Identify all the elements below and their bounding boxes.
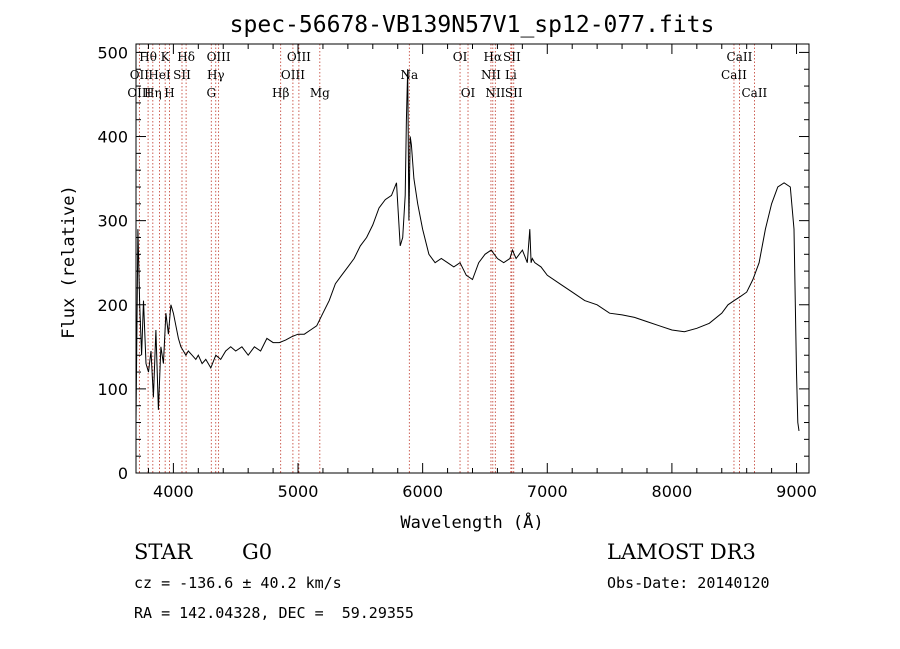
- redshift-velocity: cz = -136.6 ± 40.2 km/s: [134, 574, 342, 592]
- line-label: SII: [503, 50, 521, 64]
- line-label: Hη: [144, 86, 162, 100]
- line-label: OIII: [281, 68, 305, 82]
- x-tick-label: 8000: [652, 482, 693, 501]
- line-label: Hα: [484, 50, 503, 64]
- survey-name: LAMOST DR3: [607, 540, 756, 564]
- chart-title: spec-56678-VB139N57V1_sp12-077.fits: [230, 12, 715, 38]
- line-label: K: [161, 50, 171, 64]
- line-label: NII: [481, 68, 501, 82]
- line-label: OIII: [287, 50, 311, 64]
- y-tick-label: 500: [97, 43, 128, 62]
- line-label: G: [206, 86, 216, 100]
- coordinates: RA = 142.04328, DEC = 59.29355: [134, 604, 414, 622]
- x-axis-label: Wavelength (Å): [400, 511, 543, 533]
- x-tick-label: 7000: [527, 482, 568, 501]
- observation-date: Obs-Date: 20140120: [607, 574, 770, 592]
- y-axis-ticks: 0 100 200 300 400 500: [97, 43, 809, 483]
- spectrum-line: [135, 69, 800, 431]
- spectral-line-labels: Hθ OII OIII K HeI Hη SII H Hδ OIII Hγ G OIII OIII Hβ Mg…: [127, 50, 767, 100]
- line-label: Hγ: [207, 68, 225, 82]
- line-label: H: [164, 86, 174, 100]
- line-label: CaII: [741, 86, 767, 100]
- line-label: NII: [485, 86, 505, 100]
- x-tick-label: 6000: [402, 482, 443, 501]
- x-tick-label: 9000: [776, 482, 817, 501]
- x-axis-ticks: 4000 5000 6000 7000 8000 9000: [147, 44, 817, 501]
- line-label: Hδ: [177, 50, 195, 64]
- object-class: STAR: [134, 540, 193, 564]
- line-label: Hβ: [272, 86, 289, 100]
- line-label: OII: [130, 68, 150, 82]
- line-label: CaII: [727, 50, 753, 64]
- y-tick-label: 0: [118, 464, 128, 483]
- line-label: SII: [505, 86, 523, 100]
- line-label: Hθ: [139, 50, 157, 64]
- plot-frame: [135, 43, 810, 474]
- y-tick-label: 200: [97, 296, 128, 315]
- line-label: Mg: [310, 86, 330, 100]
- y-tick-label: 300: [97, 212, 128, 231]
- line-label: Na: [400, 68, 418, 82]
- y-axis-label: Flux (relative): [59, 185, 79, 339]
- y-tick-label: 400: [97, 128, 128, 147]
- object-subclass: G0: [242, 540, 273, 564]
- line-label: OI: [453, 50, 468, 64]
- x-tick-label: 4000: [153, 482, 194, 501]
- line-label: OIII: [127, 86, 151, 100]
- line-label: SII: [173, 68, 191, 82]
- line-label: OIII: [207, 50, 231, 64]
- spectral-line-markers: [138, 44, 755, 473]
- line-label: Li: [505, 68, 517, 82]
- line-label: CaII: [721, 68, 747, 82]
- line-label: OI: [461, 86, 476, 100]
- y-tick-label: 100: [97, 380, 128, 399]
- x-tick-label: 5000: [278, 482, 319, 501]
- line-label: HeI: [148, 68, 171, 82]
